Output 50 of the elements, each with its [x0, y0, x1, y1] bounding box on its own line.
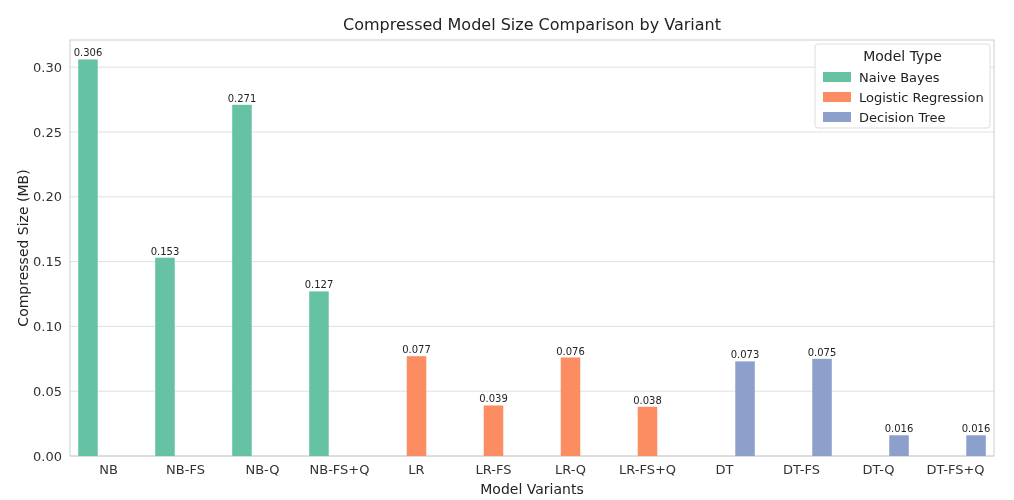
bar: [232, 104, 252, 456]
x-tick-label: NB-FS+Q: [309, 462, 370, 477]
bar: [483, 405, 504, 456]
bar: [735, 361, 755, 456]
x-tick-label: NB-Q: [245, 462, 280, 477]
bar: [78, 59, 98, 456]
x-axis-title: Model Variants: [480, 481, 584, 497]
data-label: 0.016: [961, 423, 991, 435]
x-tick-label: NB-FS: [166, 462, 205, 477]
data-label: 0.153: [150, 245, 180, 257]
data-label: 0.077: [402, 344, 431, 356]
bar: [155, 257, 175, 456]
y-tick-label: 0.05: [33, 383, 62, 399]
y-axis-title: Compressed Size (MB): [15, 169, 31, 327]
y-tick-label: 0.15: [33, 254, 62, 270]
data-label: 0.271: [227, 92, 257, 104]
legend-label: Naive Bayes: [859, 69, 940, 85]
y-tick-label: 0.25: [33, 124, 62, 140]
bar: [309, 291, 329, 456]
data-label: 0.127: [304, 279, 334, 291]
legend-label: Decision Tree: [859, 109, 946, 125]
data-label: 0.039: [479, 393, 508, 405]
data-label: 0.076: [556, 345, 585, 357]
x-tick-label: LR-FS: [475, 462, 512, 477]
y-tick-label: 0.10: [33, 318, 62, 334]
bar: [560, 357, 581, 456]
bar: [812, 358, 832, 456]
data-label: 0.038: [633, 394, 662, 406]
bar: [406, 356, 427, 456]
x-tick-label: LR-Q: [554, 462, 587, 477]
y-tick-label: 0.20: [33, 189, 62, 205]
legend-title: Model Type: [863, 48, 942, 64]
x-tick-label: DT-FS: [783, 462, 820, 477]
data-label: 0.073: [730, 349, 760, 361]
y-tick-label: 0.30: [33, 59, 62, 75]
data-label: 0.306: [73, 47, 103, 59]
data-label: 0.016: [884, 423, 914, 435]
x-tick-label: LR-FS+Q: [618, 462, 677, 477]
bar: [889, 435, 909, 456]
bar: [637, 406, 658, 456]
legend-label: Logistic Regression: [859, 89, 984, 105]
y-tick-label: 0.00: [33, 448, 62, 464]
data-label: 0.075: [807, 346, 837, 358]
x-tick-label: DT-Q: [862, 462, 895, 477]
x-tick-label: DT-FS+Q: [926, 462, 985, 477]
chart-title: Compressed Model Size Comparison by Variant: [343, 15, 721, 34]
x-tick-label: LR: [408, 462, 425, 477]
bar: [966, 435, 986, 456]
x-tick-label: DT: [715, 462, 734, 477]
x-tick-label: NB: [99, 462, 118, 477]
